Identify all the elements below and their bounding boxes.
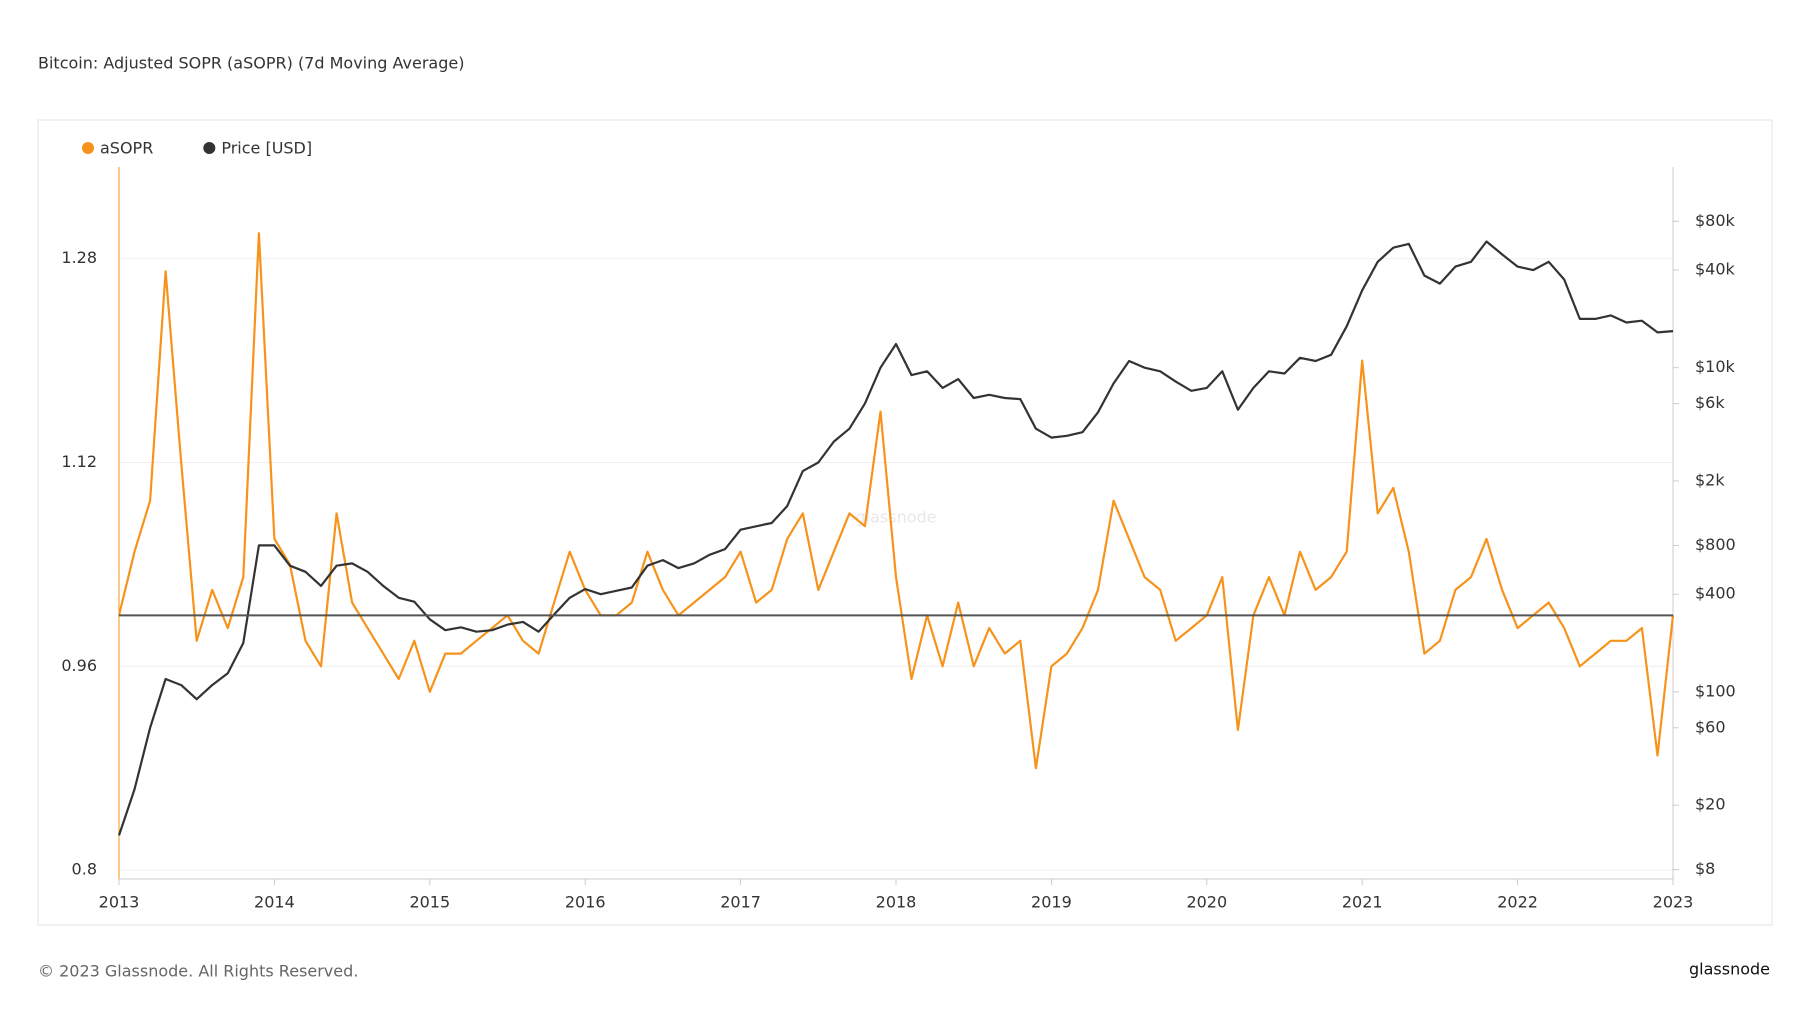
x-tick-label: 2023: [1653, 893, 1694, 912]
y-tick-label: 0.96: [61, 656, 97, 675]
y2-tick-label: $400: [1695, 584, 1736, 603]
legend-label: Price [USD]: [221, 139, 312, 158]
legend-dot: [82, 142, 94, 154]
y2-tick-label: $100: [1695, 681, 1736, 700]
x-tick-label: 2016: [565, 893, 606, 912]
series-line: [117, 240, 1674, 836]
x-tick-label: 2014: [254, 893, 295, 912]
footer: © 2023 Glassnode. All Rights Reserved.: [38, 962, 358, 981]
y2-tick-label: $40k: [1695, 260, 1736, 279]
series-line: [117, 232, 1675, 770]
y-tick-label: 0.8: [72, 860, 97, 879]
watermark: glassnode: [855, 508, 936, 527]
legend-label: aSOPR: [100, 139, 153, 158]
y-tick-label: 1.28: [61, 248, 97, 267]
x-tick-label: 2020: [1186, 893, 1227, 912]
x-tick-label: 2021: [1342, 893, 1383, 912]
y2-tick-label: $60: [1695, 717, 1726, 736]
y-tick-label: 1.12: [61, 452, 97, 471]
chart-frame: [37, 119, 1773, 926]
x-tick-label: 2022: [1497, 893, 1538, 912]
logo: glassnode: [1689, 960, 1770, 979]
legend-dot: [203, 142, 216, 154]
x-tick-label: 2013: [99, 893, 140, 912]
y2-tick-label: $6k: [1695, 393, 1725, 412]
x-tick-label: 2017: [720, 893, 761, 912]
y2-tick-label: $20: [1695, 795, 1726, 814]
x-tick-label: 2015: [409, 893, 450, 912]
y2-tick-label: $2k: [1695, 470, 1725, 489]
x-tick-label: 2018: [876, 893, 917, 912]
chart-title: Bitcoin: Adjusted SOPR (aSOPR) (7d Movin…: [38, 54, 464, 73]
y2-tick-label: $80k: [1695, 211, 1736, 230]
y2-tick-label: $10k: [1695, 357, 1736, 376]
y2-tick-label: $800: [1695, 535, 1736, 554]
y2-tick-label: $8: [1695, 859, 1715, 878]
x-tick-label: 2019: [1031, 893, 1072, 912]
